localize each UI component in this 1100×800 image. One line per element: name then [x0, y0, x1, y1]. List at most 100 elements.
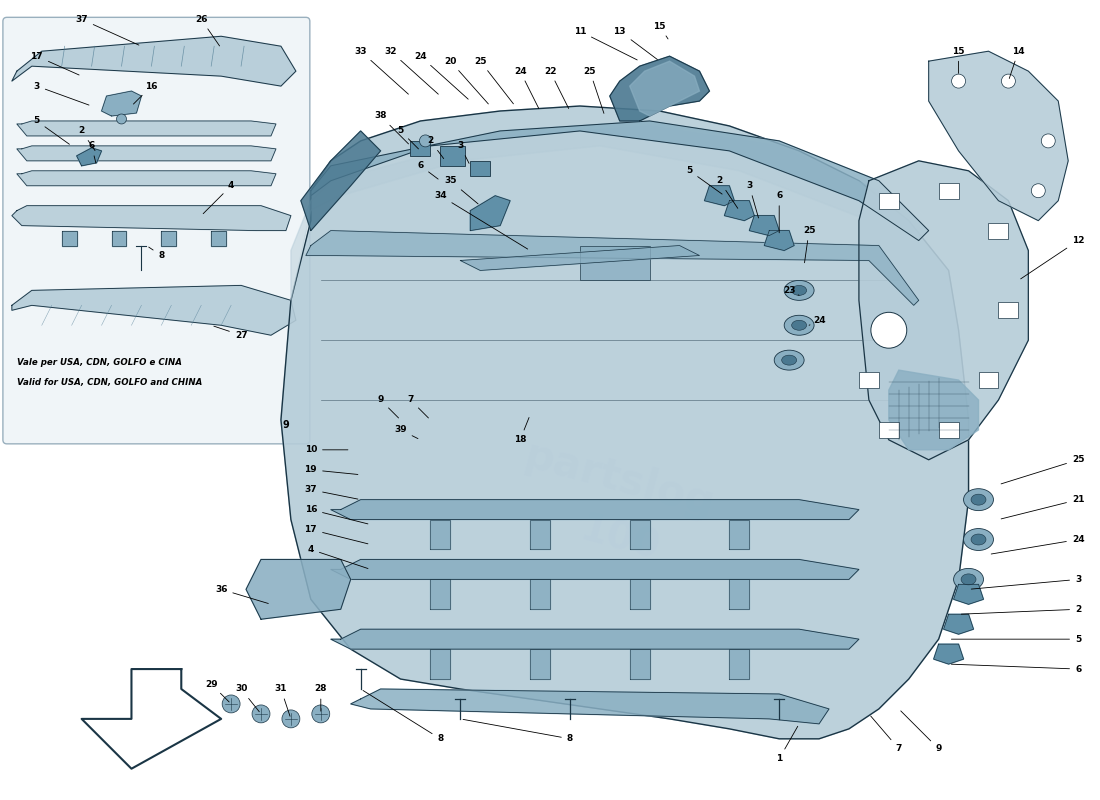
Text: 34: 34	[434, 191, 528, 249]
Polygon shape	[290, 126, 918, 300]
Polygon shape	[430, 519, 450, 550]
Text: 15: 15	[953, 46, 965, 74]
Text: 22: 22	[543, 66, 569, 109]
Text: 3: 3	[34, 82, 89, 105]
Text: 36: 36	[214, 585, 268, 603]
Text: 19: 19	[305, 466, 358, 474]
Text: 4: 4	[204, 182, 234, 214]
Text: 6: 6	[952, 664, 1081, 674]
Text: 31: 31	[275, 685, 290, 716]
Polygon shape	[944, 614, 974, 634]
Text: 2: 2	[427, 137, 443, 158]
Text: 27: 27	[213, 326, 248, 340]
Text: 35: 35	[444, 176, 478, 204]
Text: 38: 38	[374, 111, 408, 144]
Circle shape	[117, 114, 126, 124]
Text: 2: 2	[961, 605, 1081, 614]
Text: 21: 21	[1001, 495, 1085, 519]
Text: 3: 3	[458, 142, 469, 163]
Text: 28: 28	[315, 685, 327, 711]
Text: 24: 24	[414, 52, 469, 99]
Polygon shape	[471, 196, 510, 230]
Circle shape	[871, 312, 906, 348]
Text: 12: 12	[1021, 236, 1085, 279]
Text: 24: 24	[514, 66, 539, 109]
Text: 9: 9	[901, 711, 942, 754]
Polygon shape	[729, 519, 749, 550]
Bar	[440, 146, 465, 166]
Text: 29: 29	[205, 679, 229, 702]
Polygon shape	[162, 230, 176, 246]
Polygon shape	[629, 579, 650, 610]
Text: 24: 24	[810, 316, 825, 326]
Text: 9: 9	[377, 395, 398, 418]
Polygon shape	[311, 121, 928, 241]
Bar	[410, 141, 430, 156]
Text: 33: 33	[354, 46, 408, 94]
Text: 24: 24	[991, 535, 1085, 554]
Text: 5: 5	[952, 634, 1081, 644]
Polygon shape	[460, 246, 700, 270]
Text: 26: 26	[195, 15, 220, 46]
Text: 8: 8	[463, 719, 573, 743]
Text: Valid for USA, CDN, GOLFO and CHINA: Valid for USA, CDN, GOLFO and CHINA	[16, 378, 202, 387]
Bar	[580, 246, 650, 281]
Bar	[879, 422, 899, 438]
Polygon shape	[629, 61, 700, 116]
Ellipse shape	[964, 529, 993, 550]
Text: 100: 100	[575, 510, 664, 568]
Circle shape	[222, 695, 240, 713]
Text: 6: 6	[417, 162, 438, 179]
Circle shape	[311, 705, 330, 723]
Polygon shape	[889, 370, 979, 450]
Polygon shape	[725, 201, 755, 221]
Polygon shape	[351, 689, 829, 724]
Polygon shape	[729, 649, 749, 679]
Bar	[859, 372, 879, 388]
Bar	[471, 161, 491, 176]
Polygon shape	[280, 106, 968, 739]
Text: 8: 8	[363, 690, 443, 743]
Polygon shape	[331, 559, 859, 579]
Polygon shape	[211, 230, 227, 246]
Text: 4: 4	[308, 545, 369, 569]
Text: 10: 10	[305, 446, 348, 454]
Polygon shape	[246, 559, 351, 619]
Text: 3: 3	[746, 182, 759, 218]
Text: 2: 2	[78, 126, 95, 150]
Polygon shape	[764, 230, 794, 250]
Text: 7: 7	[407, 395, 429, 418]
Circle shape	[419, 135, 431, 147]
Text: 25: 25	[803, 226, 815, 262]
Bar	[979, 372, 999, 388]
Polygon shape	[301, 131, 381, 230]
Circle shape	[282, 710, 300, 728]
Polygon shape	[859, 161, 1028, 460]
Text: 23: 23	[783, 286, 799, 295]
Polygon shape	[609, 56, 710, 121]
Text: 14: 14	[1010, 46, 1025, 78]
Text: 20: 20	[444, 57, 488, 104]
Circle shape	[252, 705, 270, 723]
Polygon shape	[934, 644, 964, 664]
Bar	[879, 193, 899, 209]
Polygon shape	[430, 649, 450, 679]
Polygon shape	[77, 148, 101, 166]
Ellipse shape	[954, 569, 983, 590]
Text: 5: 5	[34, 117, 69, 144]
Text: 1: 1	[777, 726, 797, 763]
Polygon shape	[16, 146, 276, 161]
Polygon shape	[729, 579, 749, 610]
Text: 18: 18	[514, 418, 529, 444]
Circle shape	[1001, 74, 1015, 88]
Text: 37: 37	[75, 15, 139, 45]
Polygon shape	[101, 91, 142, 116]
Ellipse shape	[784, 281, 814, 300]
Ellipse shape	[961, 574, 976, 585]
Polygon shape	[16, 170, 276, 186]
Polygon shape	[12, 206, 290, 230]
Text: 30: 30	[235, 685, 260, 712]
Polygon shape	[331, 630, 859, 649]
Text: 3: 3	[971, 575, 1081, 589]
Ellipse shape	[971, 494, 986, 505]
